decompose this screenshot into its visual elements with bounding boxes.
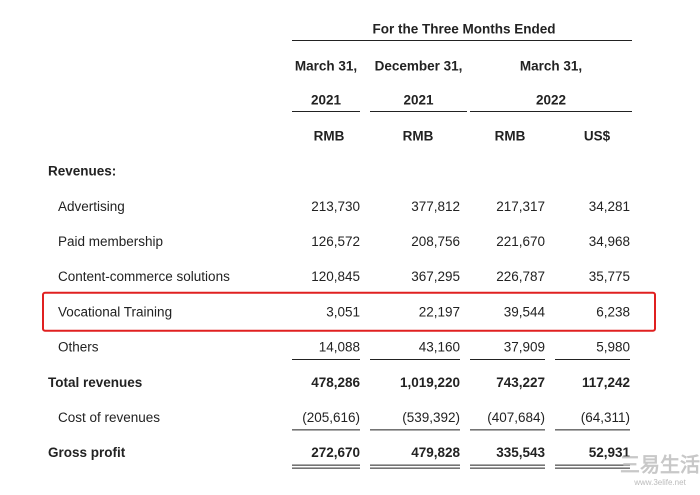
watermark: 三易生活 xyxy=(620,453,700,476)
currency: US$ xyxy=(584,129,611,144)
cell-value: 117,242 xyxy=(582,375,630,390)
currency: RMB xyxy=(314,129,345,144)
cell-value: 35,775 xyxy=(589,269,630,284)
cell-value: 37,909 xyxy=(504,340,545,355)
column-date: December 31, xyxy=(375,59,463,74)
cell-value: 478,286 xyxy=(311,375,360,390)
watermark-url: www.3elife.net xyxy=(633,478,686,487)
currency: RMB xyxy=(403,129,434,144)
cell-value: (407,684) xyxy=(487,410,545,425)
cell-value: 5,980 xyxy=(596,340,630,355)
cell-value: 120,845 xyxy=(311,269,360,284)
cell-value: 377,812 xyxy=(411,199,460,214)
row-label: Cost of revenues xyxy=(58,410,160,425)
row-label: Advertising xyxy=(58,199,125,214)
cell-value: 34,968 xyxy=(589,234,630,249)
cell-value: 226,787 xyxy=(496,269,545,284)
column-year: 2021 xyxy=(403,93,434,108)
row-label-bold: Revenues: xyxy=(48,164,116,179)
row-label-bold: Gross profit xyxy=(48,445,126,460)
cell-value: 6,238 xyxy=(596,304,630,319)
row-label: Vocational Training xyxy=(58,304,172,319)
cell-value: 479,828 xyxy=(411,445,460,460)
cell-value: 3,051 xyxy=(326,304,360,319)
column-year: 2022 xyxy=(536,93,566,108)
cell-value: 217,317 xyxy=(496,199,545,214)
column-date: March 31, xyxy=(520,59,582,74)
cell-value: 213,730 xyxy=(311,199,360,214)
cell-value: (539,392) xyxy=(402,410,460,425)
cell-value: 43,160 xyxy=(419,340,460,355)
cell-value: 367,295 xyxy=(411,269,460,284)
row-label: Content-commerce solutions xyxy=(58,269,230,284)
row-label-bold: Total revenues xyxy=(48,375,142,390)
cell-value: 52,931 xyxy=(589,445,631,460)
cell-value: 221,670 xyxy=(496,234,545,249)
cell-value: 1,019,220 xyxy=(400,375,460,390)
cell-value: (205,616) xyxy=(302,410,360,425)
row-label: Paid membership xyxy=(58,234,163,249)
cell-value: 335,543 xyxy=(496,445,545,460)
cell-value: (64,311) xyxy=(581,410,630,425)
column-year: 2021 xyxy=(311,93,342,108)
cell-value: 22,197 xyxy=(419,304,460,319)
column-date: March 31, xyxy=(295,59,357,74)
cell-value: 39,544 xyxy=(504,304,546,319)
row-label: Others xyxy=(58,340,99,355)
highlight-box xyxy=(42,291,656,332)
cell-value: 272,670 xyxy=(311,445,360,460)
cell-value: 208,756 xyxy=(411,234,460,249)
period-header: For the Three Months Ended xyxy=(372,22,555,37)
cell-value: 14,088 xyxy=(319,340,360,355)
currency: RMB xyxy=(495,129,526,144)
cell-value: 743,227 xyxy=(496,375,545,390)
cell-value: 126,572 xyxy=(311,234,360,249)
cell-value: 34,281 xyxy=(589,199,630,214)
